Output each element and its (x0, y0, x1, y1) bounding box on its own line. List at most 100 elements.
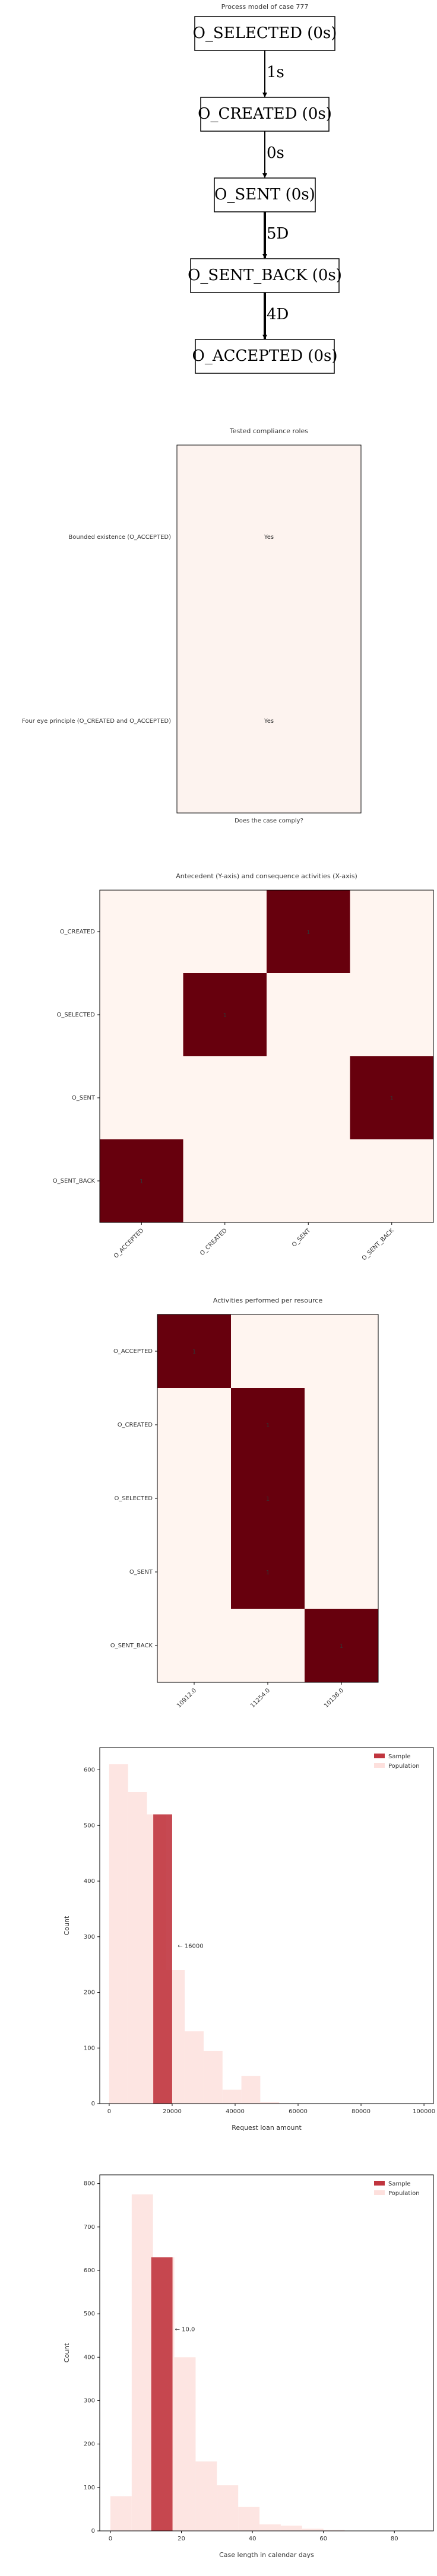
x-tick-label: 11254.0 (249, 1687, 271, 1709)
x-tick-label: 10138.0 (323, 1687, 345, 1709)
resource-heatmap: Activities performed per resource 1 1 1 1 1 O_… (110, 1297, 379, 1709)
plot-frame (99, 2174, 434, 2531)
y-tick-label: O_CREATED (60, 929, 96, 935)
cell-value: 1 (192, 1349, 196, 1355)
x-tick-label: 80 (391, 2536, 398, 2542)
process-model-title: Process model of case 777 (221, 3, 309, 11)
cell-value: 1 (223, 1012, 227, 1019)
y-tick-label: 400 (84, 1878, 95, 1885)
heatmap-cell (100, 1139, 183, 1222)
legend-label: Sample (388, 2181, 411, 2187)
annotation: ← 16000 (178, 1943, 203, 1950)
x-tick-label: 60 (319, 2536, 327, 2542)
process-edge-label: 4D (267, 306, 289, 323)
legend-swatch (374, 2181, 385, 2186)
chart-title: Tested compliance roles (229, 427, 308, 435)
population-bar (222, 2089, 242, 2104)
legend-swatch (374, 1763, 385, 1768)
cell-value: 1 (390, 1095, 394, 1102)
row-label: Bounded existence (O_ACCEPTED) (68, 534, 171, 541)
legend-swatch (374, 1754, 385, 1758)
antecedent-heatmap: Antecedent (Y-axis) and consequence acti… (53, 872, 434, 1262)
population-bar (241, 2076, 261, 2104)
population-bar (128, 1792, 147, 2104)
plot-frame (99, 1747, 434, 2104)
y-tick-label: O_SENT (72, 1095, 96, 1101)
x-tick-label: 60000 (289, 2108, 308, 2115)
population-bar (131, 2194, 153, 2531)
compliance-value: Yes (264, 718, 274, 725)
population-bar (203, 2050, 223, 2104)
x-tick-label: 20000 (163, 2108, 182, 2115)
process-edge-label: 5D (267, 225, 289, 243)
legend-swatch (374, 2190, 385, 2195)
compliance-chart: Tested compliance roles Bounded existence… (22, 427, 362, 824)
process-node: O_SENT_BACK (0s) (188, 258, 342, 293)
process-edge-label: 1s (267, 63, 284, 81)
y-axis-label: Count (63, 2343, 71, 2362)
svg-text:O_SENT_BACK (0s): O_SENT_BACK (0s) (188, 266, 342, 284)
y-tick-label: 800 (84, 2181, 95, 2187)
process-edge-label: 0s (267, 144, 284, 162)
legend-label: Sample (388, 1754, 411, 1760)
process-node: O_ACCEPTED (0s) (192, 339, 338, 374)
x-tick-label: 40000 (226, 2108, 245, 2115)
y-tick-label: 400 (84, 2354, 95, 2361)
y-tick-label: 100 (84, 2485, 95, 2491)
y-tick-label: 500 (84, 2311, 95, 2317)
population-bar (259, 2524, 281, 2531)
chart-title: Activities performed per resource (213, 1297, 322, 1304)
y-tick-label: O_SENT_BACK (110, 1643, 153, 1649)
y-tick-label: 0 (91, 2101, 95, 2107)
annotation: ← 10.0 (175, 2326, 195, 2333)
svg-text:O_CREATED (0s): O_CREATED (0s) (198, 105, 332, 123)
population-bar (260, 2102, 280, 2104)
svg-text:O_SENT (0s): O_SENT (0s) (214, 186, 315, 204)
y-tick-label: 600 (84, 1767, 95, 1774)
cell-value: 1 (140, 1179, 143, 1185)
y-tick-label: 200 (84, 2441, 95, 2448)
x-tick-label: O_ACCEPTED (113, 1227, 145, 1260)
process-node: O_SELECTED (0s) (193, 16, 337, 51)
heatmap-cell (157, 1314, 231, 1388)
heatmap-cell (231, 1462, 305, 1535)
population-bar (302, 2529, 324, 2531)
svg-text:O_SELECTED (0s): O_SELECTED (0s) (193, 24, 337, 42)
population-bar (217, 2485, 239, 2531)
population-bar (280, 2526, 302, 2531)
x-tick-label: O_SENT (291, 1227, 312, 1249)
cell-value: 1 (266, 1422, 270, 1429)
y-tick-label: 0 (91, 2528, 95, 2534)
population-bar (109, 1764, 128, 2104)
cell-value: 1 (266, 1496, 270, 1503)
heatmap-cell (231, 1535, 305, 1609)
x-tick-label: 0 (109, 2536, 112, 2542)
x-axis-label: Case length in calendar days (219, 2551, 314, 2559)
table-area (176, 444, 362, 814)
x-tick-label: 40 (249, 2536, 256, 2542)
population-bar (185, 2031, 204, 2104)
x-tick-label: 100000 (413, 2108, 435, 2115)
y-tick-label: 300 (84, 1934, 95, 1940)
y-tick-label: O_SENT (129, 1569, 153, 1576)
population-bar (174, 2357, 196, 2531)
y-tick-label: 300 (84, 2397, 95, 2404)
cell-value: 1 (306, 929, 310, 936)
svg-text:O_ACCEPTED (0s): O_ACCEPTED (0s) (192, 347, 338, 365)
y-tick-label: O_SELECTED (56, 1012, 95, 1018)
cell-value: 1 (340, 1643, 343, 1650)
compliance-value: Yes (264, 534, 274, 541)
heatmap-cell (183, 973, 267, 1056)
legend-label: Population (388, 2190, 420, 2197)
legend-label: Population (388, 1763, 420, 1770)
cell-value: 1 (266, 1570, 270, 1576)
heatmap-frame (99, 890, 434, 1223)
x-tick-label: 20 (178, 2536, 185, 2542)
heatmap-cell (231, 1388, 305, 1462)
y-tick-label: O_SELECTED (114, 1495, 153, 1502)
process-node: O_SENT (0s) (214, 177, 316, 212)
y-tick-label: O_SENT_BACK (53, 1178, 96, 1184)
heatmap-cell (267, 890, 350, 973)
x-tick-label: O_SENT_BACK (361, 1227, 395, 1262)
